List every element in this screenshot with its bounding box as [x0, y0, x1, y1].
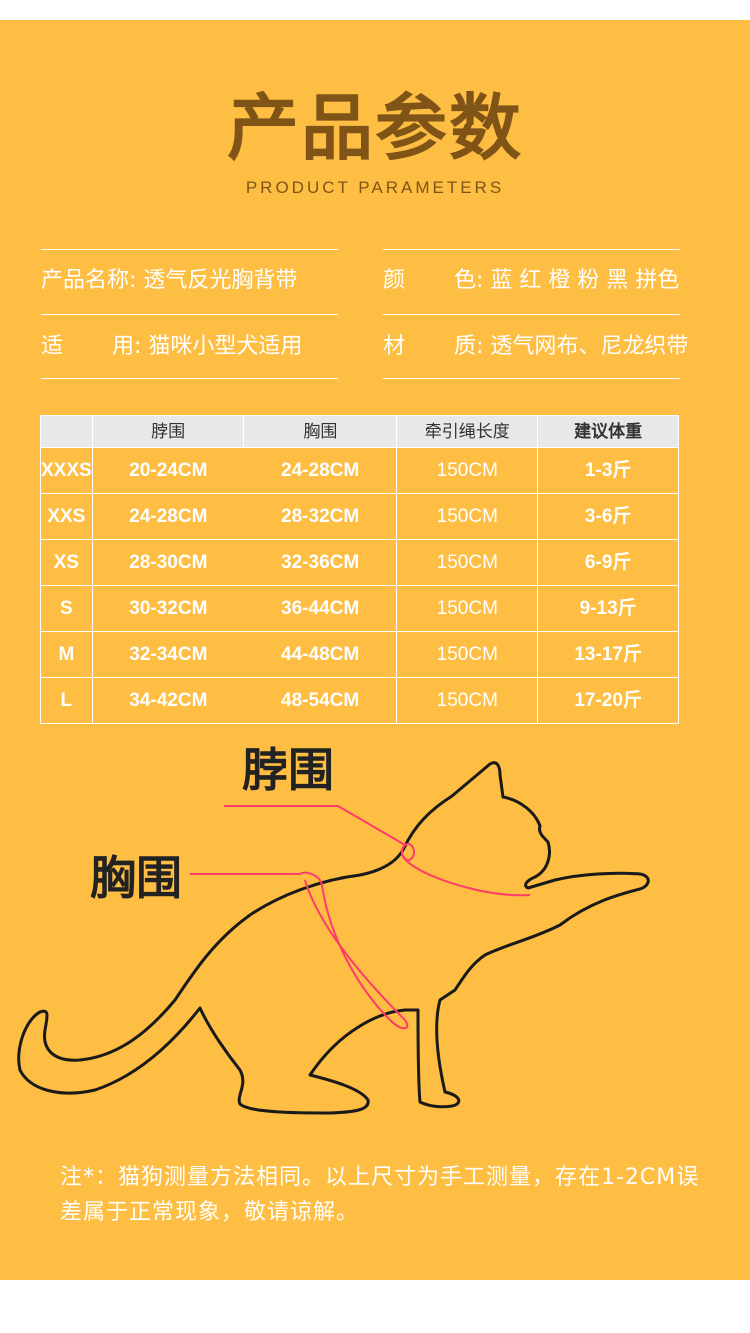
divider — [41, 378, 338, 379]
size-cell: XXXS — [40, 447, 93, 494]
header-weight: 建议体重 — [537, 415, 679, 448]
size-cell: XXS — [40, 493, 93, 540]
weight-cell: 3-6斤 — [537, 493, 679, 540]
divider — [383, 378, 680, 379]
divider — [383, 314, 680, 315]
leash-cell: 150CM — [396, 539, 539, 586]
spec-color: 颜 色: 蓝 红 橙 粉 黑 拼色 — [383, 266, 679, 296]
size-cell: L — [40, 677, 93, 724]
table-row: S 30-32CM 36-44CM 150CM 9-13斤 — [40, 585, 679, 632]
neck-cell: 30-32CM — [91, 585, 244, 632]
weight-cell: 6-9斤 — [537, 539, 679, 586]
spec-value: 猫咪小型犬适用 — [148, 334, 303, 359]
header-chest: 胸围 — [243, 415, 398, 448]
weight-cell: 13-17斤 — [537, 631, 679, 678]
weight-cell: 1-3斤 — [537, 447, 679, 494]
table-header-row: 脖围 胸围 牵引绳长度 建议体重 — [40, 415, 679, 448]
spec-value: 蓝 红 橙 粉 黑 拼色 — [490, 268, 680, 293]
divider — [41, 314, 338, 315]
spec-label: 颜 色: — [383, 268, 484, 293]
neck-cell: 28-30CM — [91, 539, 244, 586]
neck-measure-line — [224, 805, 531, 897]
spec-label: 产品名称: — [41, 268, 137, 293]
spec-material: 材 质: 透气网布、尼龙织带 — [383, 332, 688, 362]
page-subtitle: PRODUCT PARAMETERS — [245, 178, 505, 197]
header-neck: 脖围 — [91, 415, 245, 448]
spec-usage: 适 用: 猫咪小型犬适用 — [41, 332, 302, 362]
page-title: 产品参数 — [226, 86, 523, 170]
spec-value: 透气反光胸背带 — [143, 268, 298, 293]
neck-cell: 24-28CM — [91, 493, 244, 540]
neck-cell: 34-42CM — [91, 677, 244, 724]
spec-name: 产品名称: 透气反光胸背带 — [41, 266, 297, 296]
neck-cell: 20-24CM — [91, 447, 244, 494]
size-cell: S — [40, 585, 93, 632]
divider — [41, 249, 338, 250]
spec-value: 透气网布、尼龙织带 — [490, 334, 689, 359]
neck-label: 脖围 — [242, 743, 334, 797]
table-row: XXXS 20-24CM 24-28CM 150CM 1-3斤 — [40, 447, 679, 494]
size-table: 脖围 胸围 牵引绳长度 建议体重 XXXS 20-24CM 24-28CM 150CM… — [40, 415, 679, 724]
measurement-note: 注*：猫狗测量方法相同。以上尺寸为手工测量，存在1-2CM误差属于正常现象，敬请… — [60, 1165, 700, 1225]
table-row: M 32-34CM 44-48CM 150CM 13-17斤 — [40, 631, 679, 678]
neck-ring — [401, 843, 415, 861]
weight-cell: 17-20斤 — [537, 677, 679, 724]
chest-label: 胸围 — [90, 851, 182, 905]
chest-cell: 28-32CM — [243, 493, 398, 540]
leash-cell: 150CM — [396, 585, 539, 632]
divider — [383, 249, 680, 250]
spec-label: 材 质: — [383, 334, 484, 359]
chest-measure-line — [190, 871, 409, 1030]
size-cell: M — [40, 631, 93, 678]
spec-label: 适 用: — [41, 334, 142, 359]
chest-cell: 44-48CM — [243, 631, 398, 678]
header-leash: 牵引绳长度 — [396, 415, 539, 448]
leash-cell: 150CM — [396, 677, 539, 724]
table-row: L 34-42CM 48-54CM 150CM 17-20斤 — [40, 677, 679, 724]
size-cell: XS — [40, 539, 93, 586]
